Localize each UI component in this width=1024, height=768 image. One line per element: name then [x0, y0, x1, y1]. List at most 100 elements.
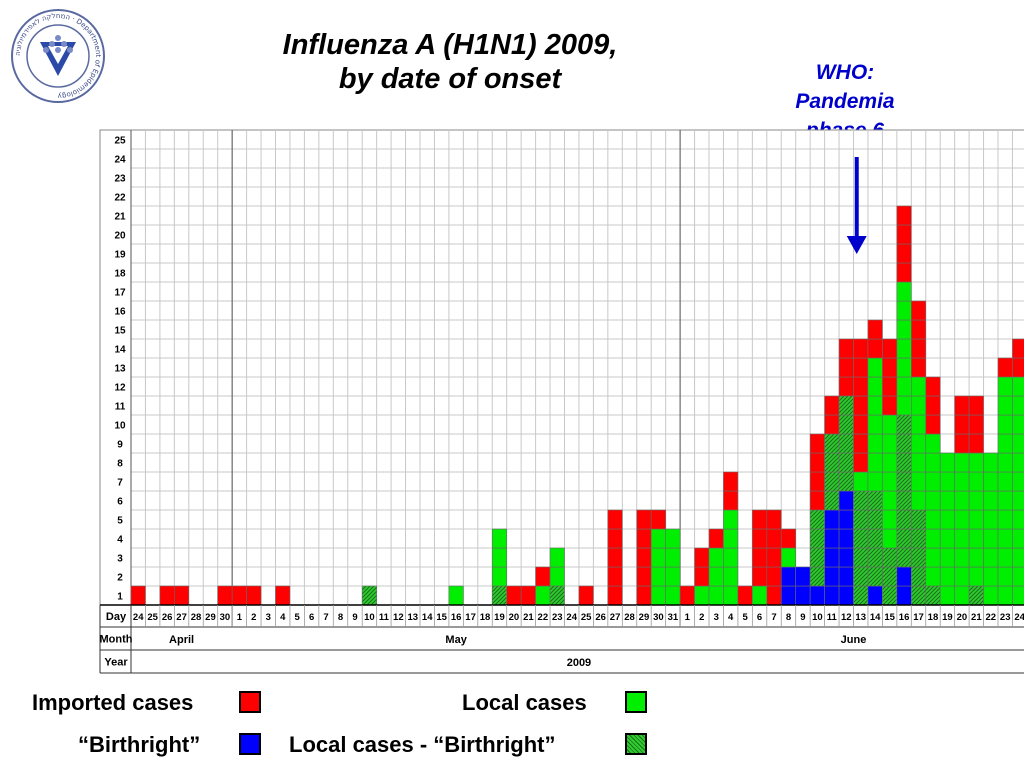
case-cell-local_birthright-53 — [896, 509, 912, 530]
day-label-44: 7 — [771, 612, 776, 623]
y-tick-label-6: 6 — [117, 497, 123, 508]
case-cell-local-61 — [1012, 547, 1024, 568]
case-cell-imported-61 — [1012, 357, 1024, 378]
case-cell-imported-61 — [1012, 338, 1024, 359]
case-cell-local_birthright-25 — [491, 585, 507, 606]
case-cell-local-60 — [997, 566, 1013, 587]
case-cell-local-60 — [997, 433, 1013, 454]
case-cell-local_birthright-48 — [824, 433, 840, 454]
case-cell-imported-55 — [925, 414, 941, 435]
case-cell-local-55 — [925, 547, 941, 568]
case-cell-imported-28 — [535, 566, 551, 587]
who-arrow-head — [846, 236, 867, 254]
day-label-45: 8 — [786, 612, 791, 623]
day-label-17: 11 — [379, 612, 390, 623]
day-label-48: 11 — [827, 612, 838, 623]
case-cell-local-55 — [925, 452, 941, 473]
case-cell-local-41 — [723, 585, 739, 606]
case-cell-local_birthright-53 — [896, 452, 912, 473]
case-cell-imported-49 — [838, 376, 854, 397]
case-cell-imported-3 — [174, 585, 190, 606]
case-cell-local-29 — [549, 566, 565, 587]
y-tick-label-2: 2 — [117, 573, 123, 584]
case-cell-imported-54 — [910, 319, 927, 340]
case-cell-local-60 — [997, 395, 1013, 416]
case-cell-imported-10 — [275, 585, 291, 606]
case-cell-local-41 — [723, 509, 739, 530]
case-cell-local-36 — [650, 585, 666, 606]
case-cell-local_birthright-49 — [838, 414, 854, 435]
day-label-14: 8 — [338, 612, 343, 623]
case-cell-imported-43 — [752, 509, 768, 530]
case-cell-birthright-49 — [838, 528, 854, 549]
case-cell-local-25 — [491, 566, 507, 587]
case-cell-imported-48 — [824, 414, 840, 435]
case-cell-imported-2 — [159, 585, 175, 606]
case-cell-local_birthright-50 — [853, 566, 869, 587]
case-cell-birthright-45 — [780, 585, 796, 606]
y-tick-label-11: 11 — [115, 402, 126, 413]
case-cell-local-36 — [650, 566, 666, 587]
case-cell-imported-50 — [853, 433, 869, 454]
y-tick-label-9: 9 — [117, 440, 123, 451]
case-cell-imported-57 — [954, 414, 970, 435]
case-cell-imported-50 — [853, 452, 869, 473]
case-cell-imported-57 — [954, 395, 970, 416]
table-label-year: Year — [104, 657, 128, 669]
day-label-27: 21 — [523, 612, 534, 623]
case-cell-imported-44 — [766, 566, 782, 587]
case-cell-local-54 — [910, 376, 927, 397]
y-tick-label-8: 8 — [117, 459, 123, 470]
case-cell-imported-58 — [968, 395, 984, 416]
day-label-20: 14 — [422, 612, 433, 623]
day-label-2: 26 — [162, 612, 173, 623]
case-cell-local-56 — [939, 490, 955, 511]
y-tick-label-15: 15 — [114, 326, 126, 337]
case-cell-local_birthright-54 — [910, 547, 927, 568]
day-label-24: 18 — [480, 612, 491, 623]
case-cell-imported-50 — [853, 395, 869, 416]
case-cell-local-40 — [708, 585, 724, 606]
case-cell-local_birthright-48 — [824, 452, 840, 473]
who-annotation-line-1: WHO: — [815, 61, 875, 84]
case-cell-local_birthright-52 — [882, 585, 898, 606]
case-cell-imported-52 — [882, 395, 898, 416]
case-cell-local-58 — [968, 528, 984, 549]
y-tick-label-17: 17 — [114, 288, 126, 299]
day-label-35: 29 — [639, 612, 650, 623]
day-label-4: 28 — [191, 612, 202, 623]
case-cell-local-53 — [896, 338, 912, 359]
case-cell-local-54 — [910, 433, 927, 454]
case-cell-birthright-46 — [795, 585, 811, 606]
day-label-13: 7 — [323, 612, 328, 623]
case-cell-local-61 — [1012, 585, 1024, 606]
case-cell-local-54 — [910, 414, 927, 435]
case-cell-imported-43 — [752, 528, 768, 549]
case-cell-local_birthright-53 — [896, 547, 912, 568]
month-label-0: April — [169, 634, 194, 646]
case-cell-local-29 — [549, 547, 565, 568]
case-cell-local_birthright-50 — [853, 547, 869, 568]
case-cell-imported-54 — [910, 300, 927, 321]
year-label: 2009 — [567, 657, 591, 669]
case-cell-local_birthright-53 — [896, 433, 912, 454]
case-cell-imported-44 — [766, 585, 782, 606]
case-cell-local-55 — [925, 566, 941, 587]
case-cell-imported-33 — [607, 528, 623, 549]
case-cell-local-60 — [997, 490, 1013, 511]
case-cell-imported-47 — [809, 471, 825, 492]
day-label-5: 29 — [205, 612, 216, 623]
case-cell-local-57 — [954, 509, 970, 530]
case-cell-birthright-53 — [896, 585, 912, 606]
case-cell-local-52 — [882, 509, 898, 530]
chart-title-line-1: Influenza A (H1N1) 2009, — [282, 29, 618, 61]
case-cell-local-37 — [665, 528, 681, 549]
case-cell-imported-53 — [896, 243, 912, 264]
case-cell-local-51 — [867, 376, 883, 397]
day-label-31: 25 — [581, 612, 592, 623]
case-cell-local_birthright-50 — [853, 585, 869, 606]
department-logo: המחלקה לאפידמיולוגיה · Department of Epi… — [11, 9, 105, 103]
case-cell-imported-41 — [723, 490, 739, 511]
case-cell-imported-53 — [896, 224, 912, 245]
case-cell-local-58 — [968, 547, 984, 568]
